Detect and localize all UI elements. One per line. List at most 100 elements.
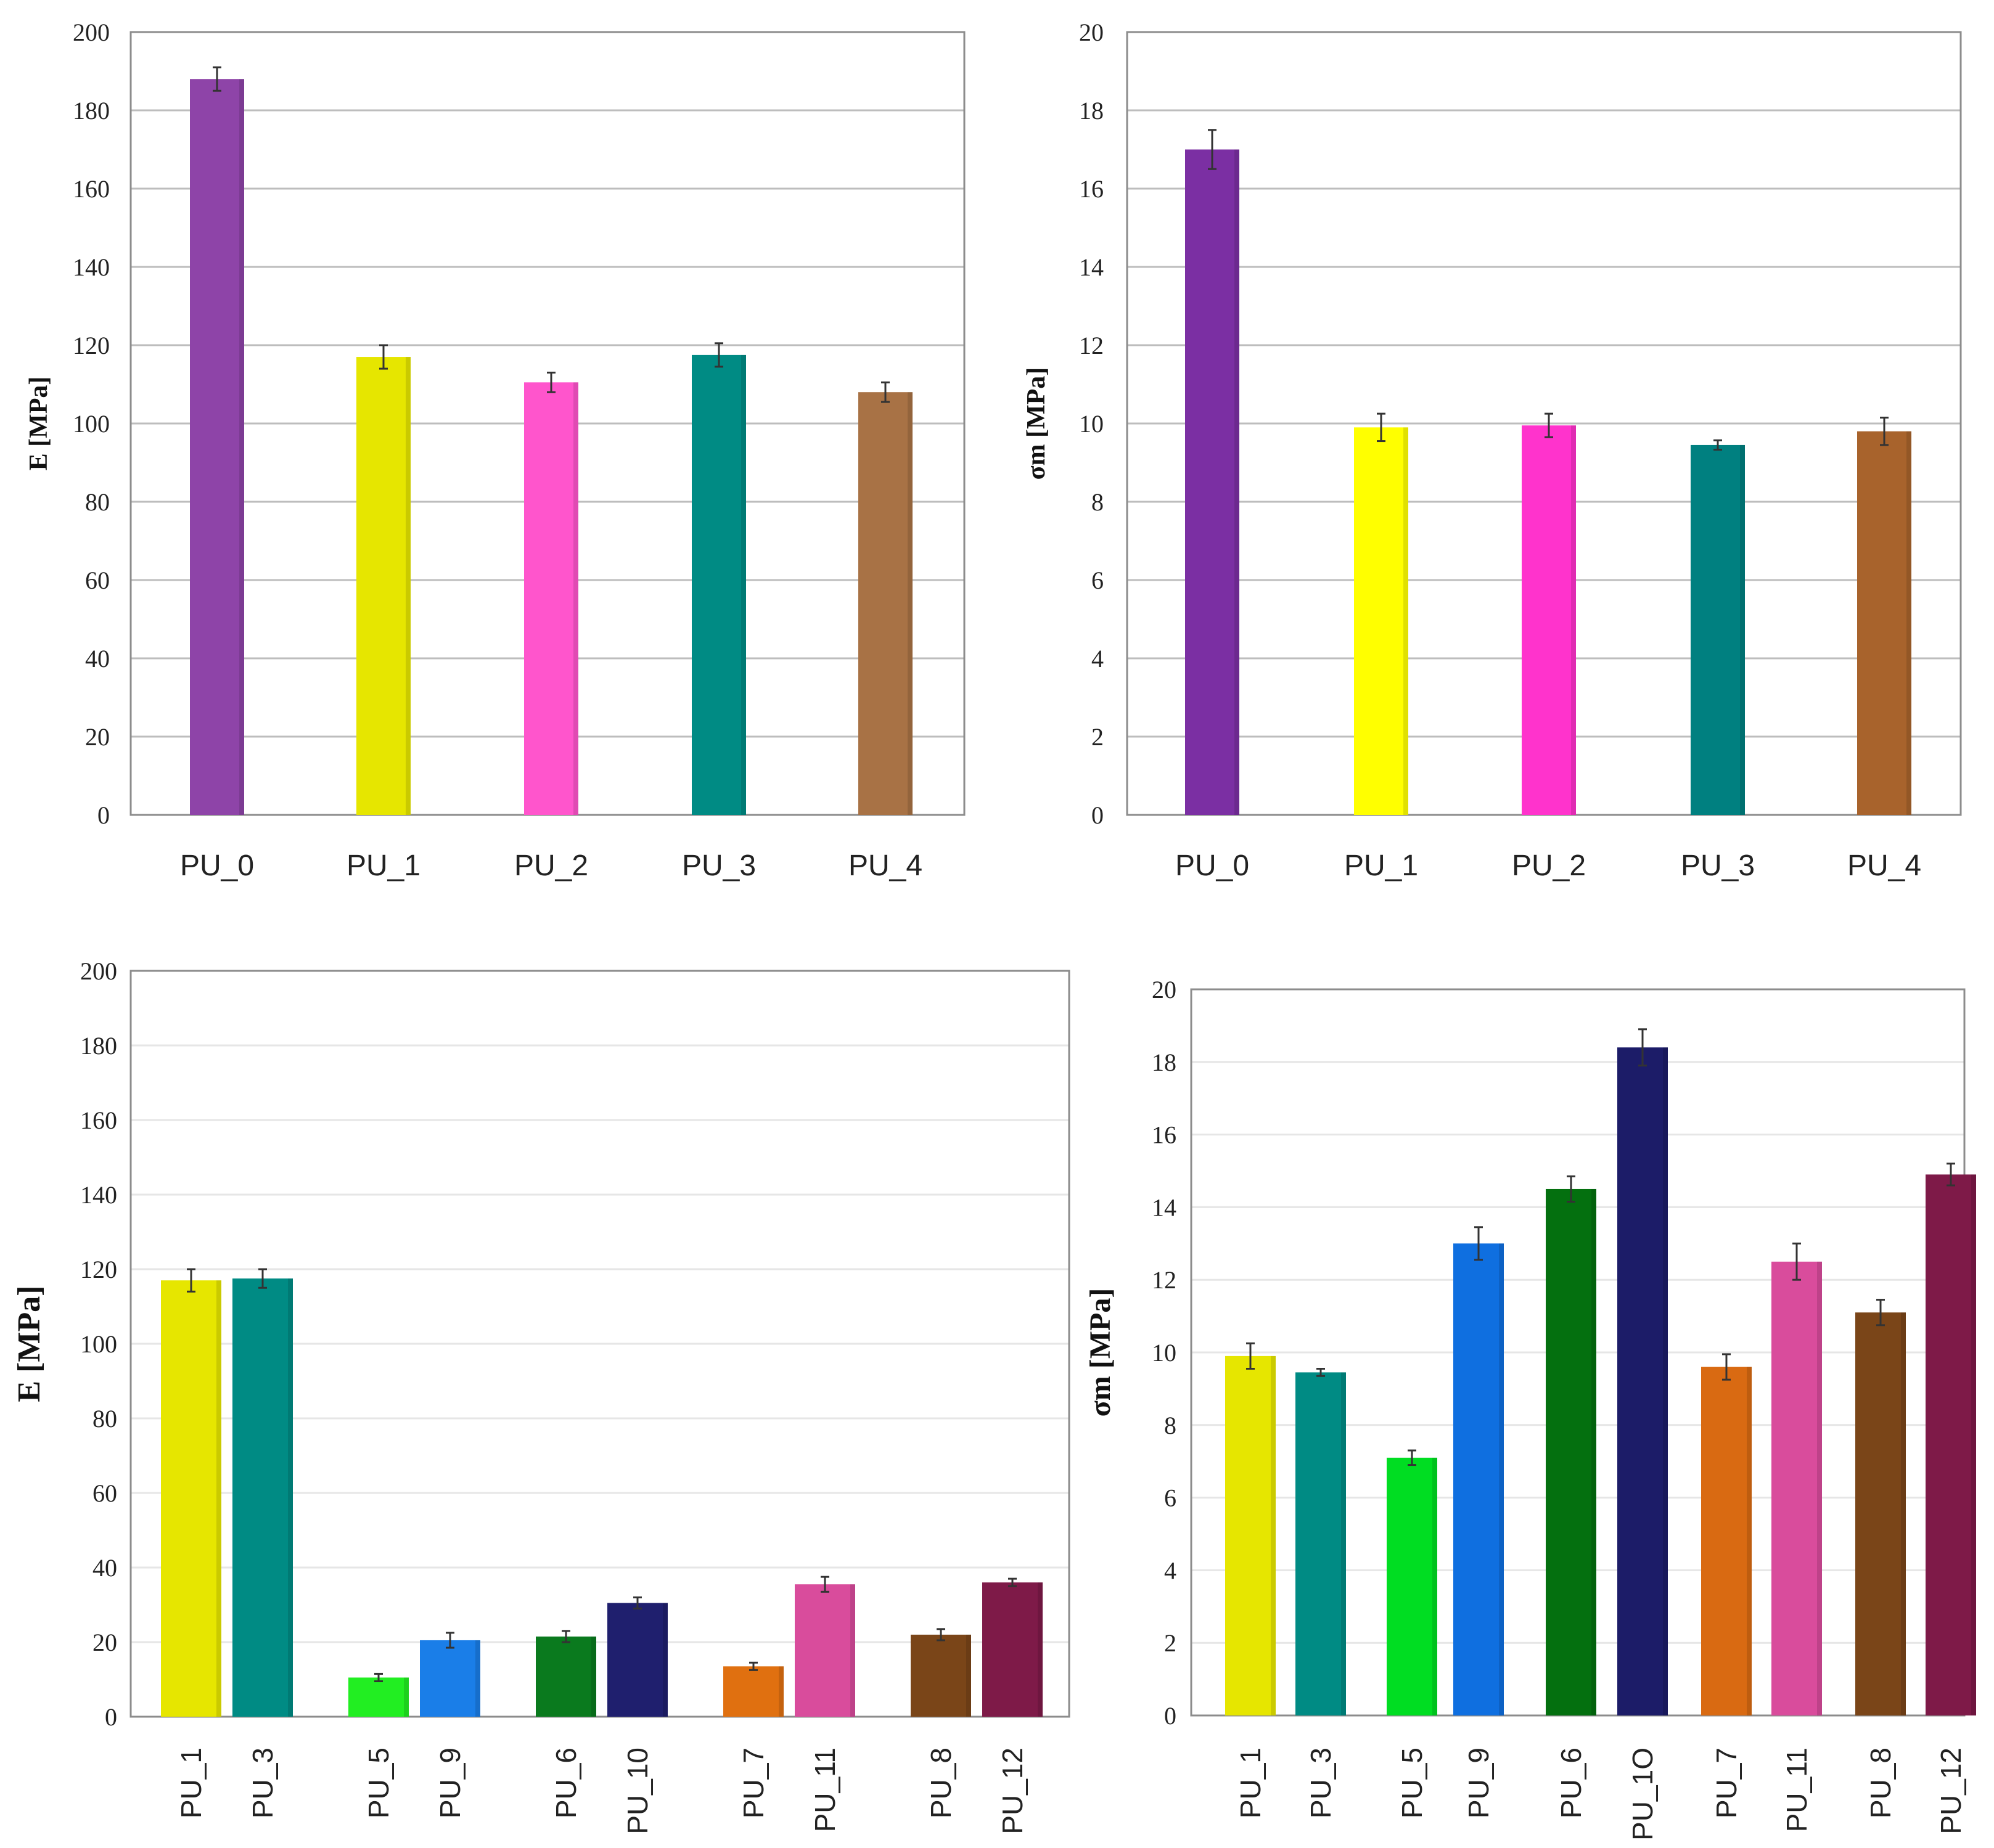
- bar-pu_1o: [1617, 1047, 1668, 1715]
- y-tick-label: 140: [73, 253, 110, 281]
- bar-pu_9: [420, 1640, 480, 1717]
- bar-shade: [850, 1584, 855, 1717]
- bar-shade: [1747, 1367, 1752, 1715]
- x-tick-label: PU_5: [1396, 1748, 1428, 1818]
- bar-shade: [216, 1280, 221, 1717]
- y-tick-label: 16: [1079, 175, 1104, 203]
- y-tick-label: 40: [92, 1554, 117, 1582]
- y-tick-label: 20: [1079, 18, 1104, 46]
- bar-shade: [1971, 1174, 1976, 1715]
- y-tick-label: 100: [80, 1330, 117, 1358]
- x-tick-label: PU_9: [1463, 1748, 1495, 1818]
- y-axis-label: E [MPa]: [25, 377, 53, 471]
- y-tick-label: 8: [1091, 488, 1104, 516]
- bar-shade: [288, 1278, 293, 1717]
- x-tick-label: PU_1: [175, 1748, 207, 1818]
- y-tick-label: 80: [92, 1405, 117, 1433]
- bar-pu_3: [692, 354, 746, 815]
- y-tick-label: 40: [85, 645, 110, 673]
- y-tick-label: 0: [1164, 1702, 1176, 1730]
- x-tick-label: PU_3: [682, 849, 756, 882]
- bar-shade: [1234, 149, 1239, 815]
- y-tick-label: 16: [1152, 1121, 1176, 1149]
- bar-pu_1: [1225, 1355, 1276, 1715]
- bar-shade: [779, 1666, 784, 1717]
- x-tick-label: PU_7: [1710, 1748, 1742, 1818]
- y-axis-label: σm [MPa]: [1084, 1288, 1117, 1417]
- x-tick-label: PU_9: [434, 1748, 466, 1818]
- y-tick-label: 12: [1152, 1266, 1176, 1294]
- bar-pu_12: [982, 1582, 1043, 1717]
- x-tick-label: PU_0: [1175, 849, 1249, 882]
- x-tick-label: PU_7: [737, 1748, 769, 1818]
- y-tick-label: 10: [1152, 1339, 1176, 1367]
- y-axis-label: σm [MPa]: [1022, 367, 1051, 480]
- x-tick-label: PU_10: [622, 1748, 654, 1834]
- x-tick-label: PU_5: [363, 1748, 395, 1818]
- x-tick-label: PU_1: [347, 849, 421, 882]
- bar-pu_5: [1387, 1457, 1437, 1715]
- x-tick-label: PU_12: [1935, 1748, 1967, 1834]
- y-tick-label: 10: [1079, 410, 1104, 438]
- y-axis-label: E [MPa]: [12, 1285, 47, 1402]
- x-tick-label: PU_1: [1344, 849, 1418, 882]
- x-tick-label: PU_1O: [1627, 1748, 1659, 1841]
- bar-pu_1: [356, 357, 411, 815]
- y-tick-label: 140: [80, 1181, 117, 1209]
- y-tick-label: 2: [1164, 1629, 1176, 1657]
- chart-bottom-right: 0 2 4 6 8 10 12 14 16 18 20 PU_1 PU_3 PU_5 PU_9 PU_6 PU_…: [1084, 976, 1976, 1841]
- bar-pu_0: [1185, 149, 1239, 815]
- bar-pu_11: [795, 1584, 855, 1717]
- y-tick-label: 0: [1091, 801, 1104, 829]
- y-tick-label: 12: [1079, 332, 1104, 359]
- bar-shade: [1271, 1355, 1276, 1715]
- bar-shade: [1403, 427, 1408, 815]
- y-tick-label: 20: [92, 1629, 117, 1656]
- x-tick-label: PU_2: [1512, 849, 1586, 882]
- y-tick-label: 160: [73, 175, 110, 203]
- bar-pu_7: [723, 1666, 784, 1717]
- bar-pu_6: [1546, 1188, 1596, 1715]
- bar-shade: [404, 1677, 409, 1717]
- bar-shade: [1591, 1188, 1596, 1715]
- y-tick-label: 20: [1152, 976, 1176, 1004]
- bar-pu_8: [1855, 1312, 1906, 1715]
- x-tick-label: PU_8: [1865, 1748, 1897, 1818]
- y-tick-label: 0: [97, 801, 110, 829]
- x-tick-label: PU_4: [848, 849, 922, 882]
- bar-shade: [591, 1636, 596, 1717]
- x-tick-label: PU_4: [1847, 849, 1921, 882]
- bar-shade: [1499, 1243, 1504, 1715]
- bar-shade: [406, 357, 411, 815]
- x-tick-label: PU_6: [550, 1748, 582, 1818]
- bar-pu_11: [1771, 1261, 1822, 1715]
- y-tick-label: 2: [1091, 723, 1104, 751]
- y-tick-label: 8: [1164, 1412, 1176, 1439]
- bar-shade: [663, 1603, 668, 1717]
- y-tick-label: 100: [73, 410, 110, 438]
- bar-shade: [573, 382, 578, 815]
- bar-shade: [239, 79, 244, 816]
- bar-pu_12: [1926, 1174, 1976, 1715]
- y-tick-label: 4: [1091, 645, 1104, 673]
- bar-shade: [1038, 1582, 1043, 1717]
- x-tick-label: PU_11: [1781, 1748, 1813, 1832]
- bar-pu_9: [1453, 1243, 1504, 1715]
- y-tick-label: 14: [1079, 253, 1104, 281]
- y-tick-label: 180: [73, 97, 110, 125]
- y-tick-label: 60: [85, 566, 110, 594]
- bar-shade: [966, 1634, 971, 1717]
- bar-shade: [1740, 444, 1745, 815]
- bar-pu_6: [536, 1636, 596, 1717]
- bar-pu_2: [1522, 425, 1576, 815]
- bar-shade: [475, 1640, 480, 1717]
- bar-pu_10: [607, 1603, 668, 1717]
- x-tick-label: PU_2: [514, 849, 588, 882]
- y-tick-label: 60: [92, 1479, 117, 1507]
- y-tick-label: 160: [80, 1106, 117, 1134]
- x-tick-label: PU_12: [996, 1748, 1028, 1834]
- bar-pu_2: [524, 382, 578, 815]
- bar-shade: [908, 392, 913, 815]
- bar-pu_3: [1691, 444, 1745, 815]
